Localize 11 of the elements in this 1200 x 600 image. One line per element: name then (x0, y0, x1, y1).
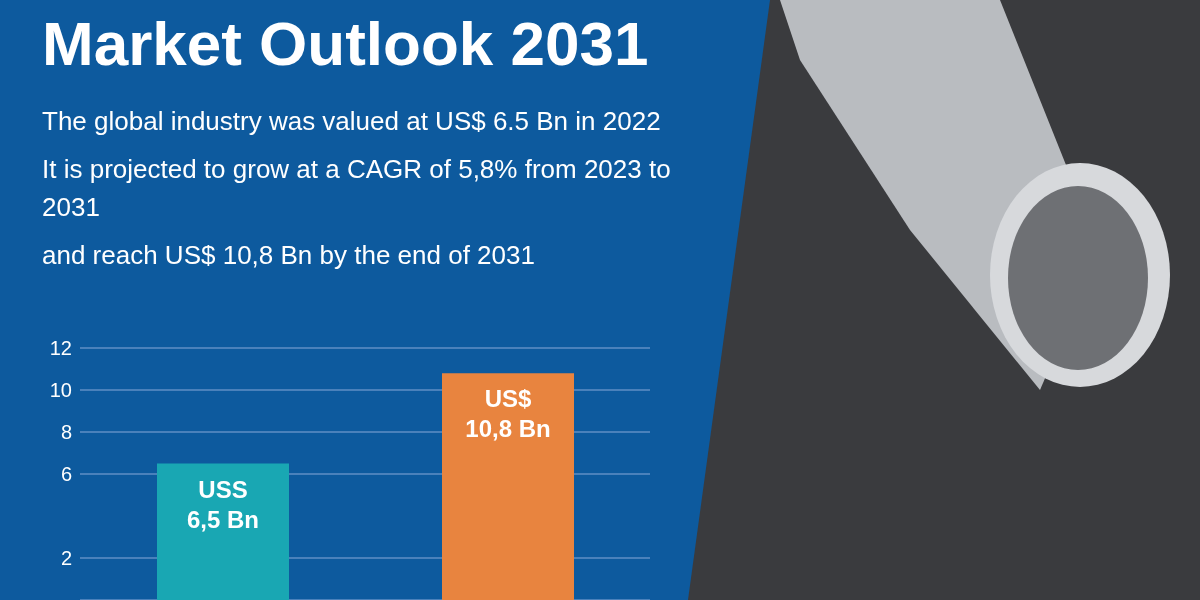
y-tick-label: 6 (60, 463, 72, 486)
y-tick-label: 2 (60, 547, 72, 570)
y-tick-label: 8 (60, 421, 72, 444)
data-label: USS 6,5 Bn (186, 475, 260, 533)
text: and reach US$ 10,8 Bn by the end of 2031 (42, 239, 536, 272)
text: It is projected to grow at a CAGR of 5,8% from 2023 to 2031 (42, 153, 672, 224)
chart-title: Market Outlook 2031 (42, 8, 649, 79)
y-tick-label: 10 (49, 379, 72, 402)
data-label: US$ 10,8 Bn (465, 385, 551, 443)
y-tick-label: 12 (49, 337, 72, 360)
text: The global industry was valued at US$ 6.5 Bn in 2022 (42, 105, 662, 138)
